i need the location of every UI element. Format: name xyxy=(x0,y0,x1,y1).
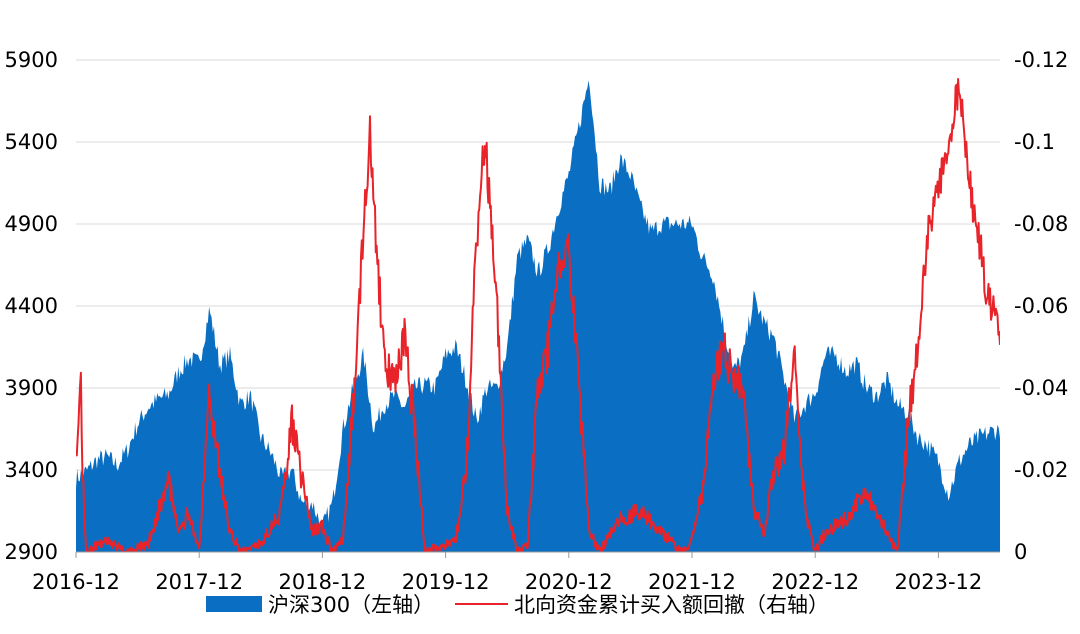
x-tick-label: 2023-12 xyxy=(895,570,983,594)
y-left-tick-label: 2900 xyxy=(5,540,58,564)
y-left-tick-label: 4900 xyxy=(5,212,58,236)
northbound-drawdown-series xyxy=(76,78,1000,552)
x-tick-label: 2018-12 xyxy=(279,570,367,594)
y-left-tick-label: 4400 xyxy=(5,294,58,318)
y-right-tick-label: 0 xyxy=(1014,540,1027,564)
y-right-tick-label: -0.08 xyxy=(1014,212,1068,236)
x-tick-label: 2019-12 xyxy=(402,570,490,594)
x-tick-label: 2022-12 xyxy=(771,570,859,594)
x-tick-label: 2021-12 xyxy=(648,570,736,594)
y-left-tick-label: 5900 xyxy=(5,48,58,72)
x-tick-label: 2020-12 xyxy=(525,570,613,594)
y-left-tick-label: 3400 xyxy=(5,458,58,482)
hs300-area xyxy=(76,80,1000,552)
y-left-tick-label: 5400 xyxy=(5,130,58,154)
y-right-tick-label: -0.1 xyxy=(1014,130,1055,154)
axes: 5900 5400 4900 4400 3900 3400 2900 -0.12 -0.1 -0.… xyxy=(5,48,1069,594)
legend-label-hs300: 沪深300（左轴） xyxy=(268,593,434,617)
y-right-tick-label: -0.02 xyxy=(1014,458,1068,482)
y-right-tick-label: -0.12 xyxy=(1014,48,1068,72)
northbound-drawdown-line xyxy=(76,78,1000,552)
y-left-tick-label: 3900 xyxy=(5,376,58,400)
legend-swatch-hs300 xyxy=(206,596,262,612)
hs300-area-series xyxy=(76,80,1000,552)
x-tick-label: 2016-12 xyxy=(32,570,120,594)
y-right-tick-label: -0.04 xyxy=(1014,376,1068,400)
legend: 沪深300（左轴） 北向资金累计买入额回撤（右轴） xyxy=(206,593,829,617)
legend-label-northbound: 北向资金累计买入额回撤（右轴） xyxy=(514,593,829,617)
x-tick-label: 2017-12 xyxy=(155,570,243,594)
y-right-tick-label: -0.06 xyxy=(1014,294,1068,318)
